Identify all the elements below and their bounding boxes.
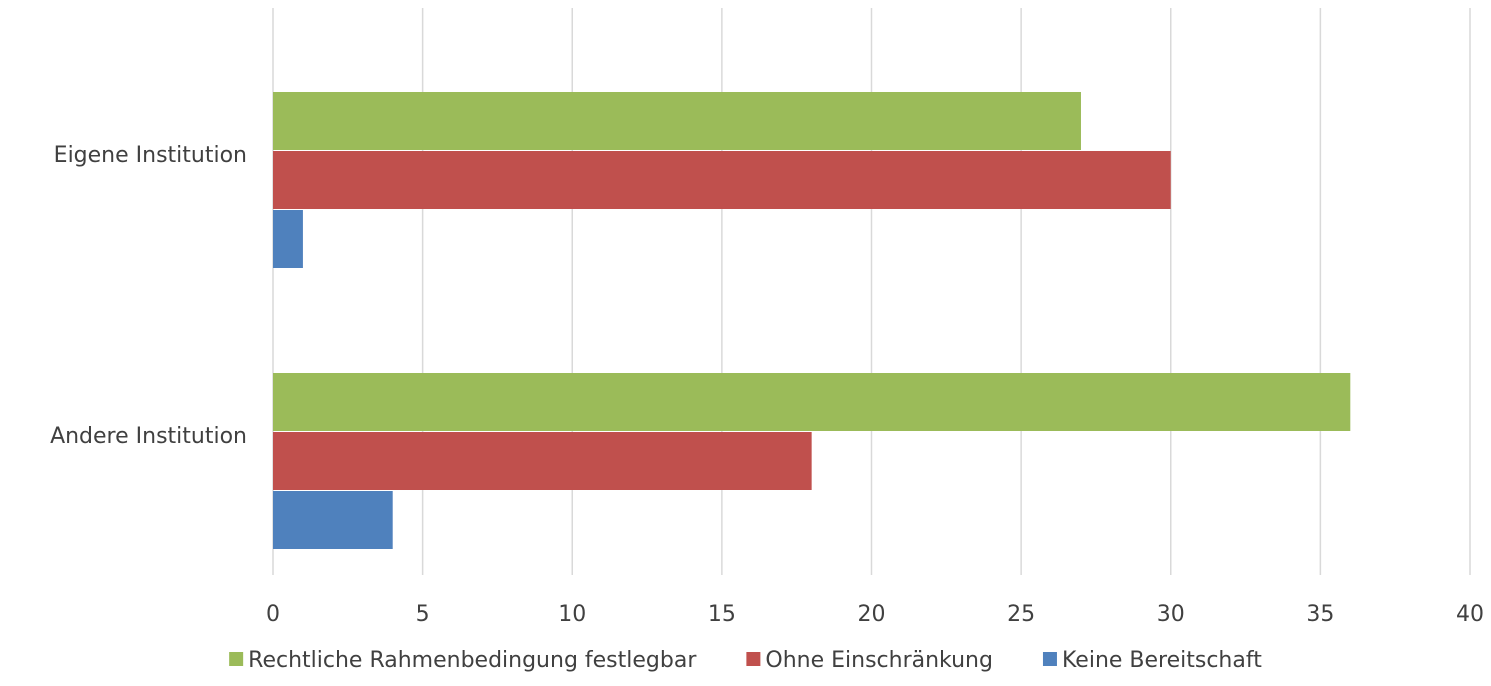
bar-2-1 [273,373,1351,431]
legend-label: Ohne Einschränkung [765,648,993,673]
bar-1-1 [273,92,1081,150]
category-label: Andere Institution [50,424,247,449]
bars [273,92,1351,549]
legend-swatch [1042,652,1057,666]
legend-item: Keine Bereitschaft [1042,648,1262,673]
legend-swatch [229,652,244,666]
x-tick-label: 25 [1007,602,1035,627]
x-tick-label: 10 [558,602,586,627]
bar-1-2 [273,151,1171,209]
x-tick-label: 15 [708,602,736,627]
x-tick-label: 5 [416,602,430,627]
legend-item: Ohne Einschränkung [746,648,993,673]
x-tick-label: 40 [1456,602,1484,627]
legend-label: Keine Bereitschaft [1062,648,1262,673]
legend-swatch [746,652,761,666]
x-tick-label: 0 [266,602,280,627]
category-label: Eigene Institution [54,143,247,168]
x-tick-label: 35 [1306,602,1334,627]
x-tick-label: 20 [858,602,886,627]
bar-1-3 [273,210,303,268]
y-axis-categories: Eigene Institution Andere Institution [50,143,247,449]
legend-label: Rechtliche Rahmenbedingung festlegbar [248,648,697,673]
x-axis-ticks: 0 5 10 15 20 25 30 35 40 [266,602,1484,627]
bar-2-3 [273,491,393,549]
legend: Rechtliche Rahmenbedingung festlegbar Ohn… [229,648,1262,673]
x-tick-label: 30 [1157,602,1185,627]
bar-2-2 [273,432,812,490]
legend-item: Rechtliche Rahmenbedingung festlegbar [229,648,697,673]
